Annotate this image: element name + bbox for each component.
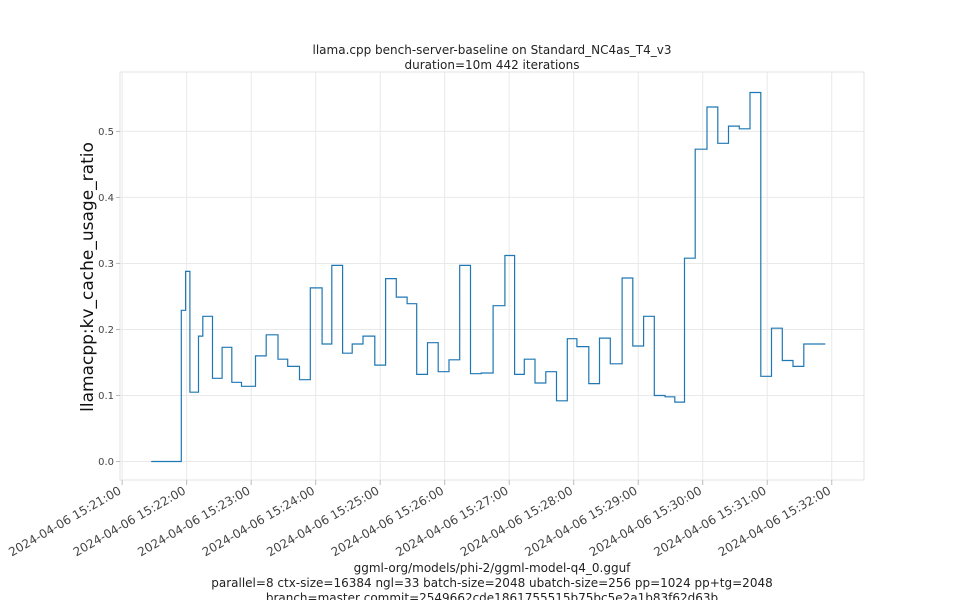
grid-layer: [120, 72, 864, 480]
y-tick-label: 0.2: [98, 325, 114, 336]
x-tick-label: 2024-04-06 15:24:00: [200, 483, 317, 559]
x-tick-label: 2024-04-06 15:32:00: [716, 483, 833, 559]
x-tick-label: 2024-04-06 15:31:00: [651, 483, 768, 559]
y-axis-label: llamacpp:kv_cache_usage_ratio: [78, 142, 98, 412]
kv-cache-usage-line: [151, 91, 826, 463]
x-axis-label-model: ggml-org/models/phi-2/ggml-model-q4_0.gg…: [354, 561, 632, 575]
series-layer: [151, 91, 826, 463]
y-tick-label: 0.4: [98, 193, 114, 204]
y-tick-label: 0.5: [98, 127, 114, 138]
y-tick-label: 0.0: [98, 457, 114, 468]
x-tick-label: 2024-04-06 15:21:00: [6, 483, 123, 559]
x-tick-label: 2024-04-06 15:26:00: [329, 483, 446, 559]
x-tick-label: 2024-04-06 15:22:00: [71, 483, 188, 559]
y-tick-labels: 0.0 0.1 0.2 0.3 0.4 0.5: [98, 127, 114, 468]
y-tick-label: 0.3: [98, 259, 114, 270]
y-tick-label: 0.1: [98, 391, 114, 402]
x-axis-label-params: parallel=8 ctx-size=16384 ngl=33 batch-s…: [211, 576, 772, 590]
x-tick-label: 2024-04-06 15:25:00: [264, 483, 381, 559]
x-tick-label: 2024-04-06 15:23:00: [135, 483, 252, 559]
x-tick-label: 2024-04-06 15:28:00: [458, 483, 575, 559]
chart-subtitle: duration=10m 442 iterations: [405, 58, 580, 72]
x-axis-label-commit: branch=master commit=2549662cde186175551…: [266, 591, 718, 600]
plot-frame: [119, 71, 865, 481]
x-tick-label: 2024-04-06 15:30:00: [587, 483, 704, 559]
axes-layer: [116, 71, 865, 485]
x-tick-label: 2024-04-06 15:27:00: [393, 483, 510, 559]
x-tick-label: 2024-04-06 15:29:00: [522, 483, 639, 559]
chart-title: llama.cpp bench-server-baseline on Stand…: [313, 43, 672, 57]
